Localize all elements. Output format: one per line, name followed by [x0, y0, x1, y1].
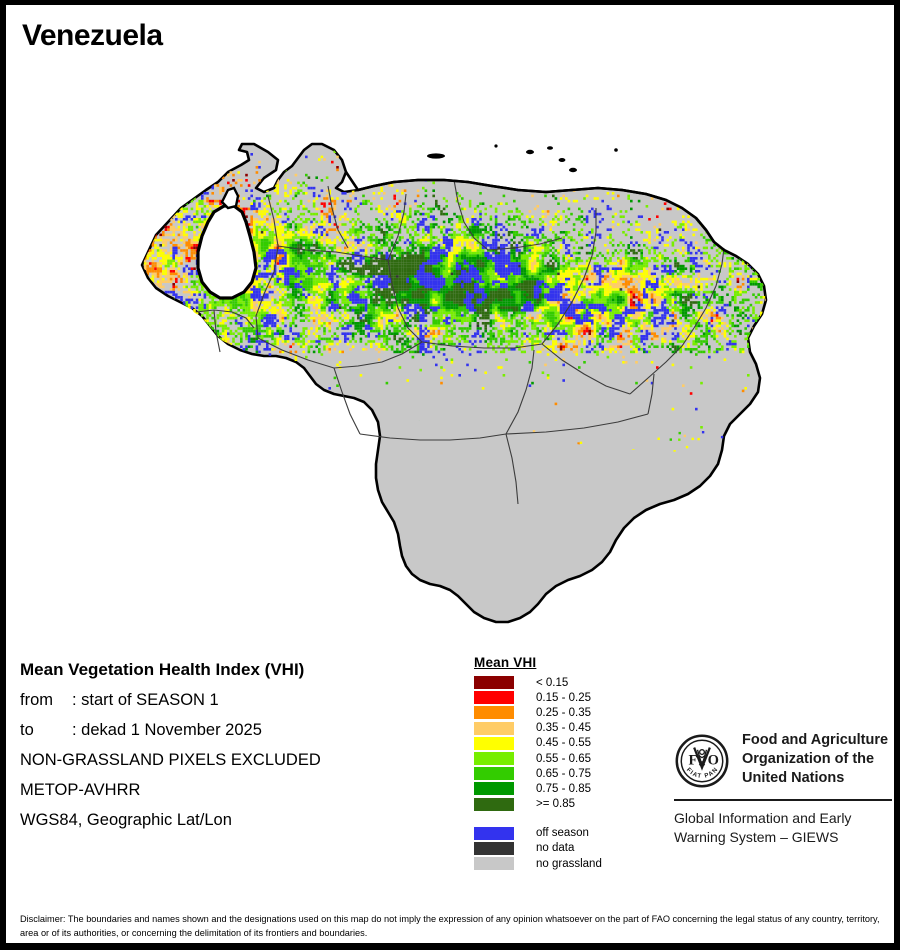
- giews-line1: Global Information and Early: [674, 810, 852, 826]
- legend-class-label: 0.35 - 0.45: [536, 722, 591, 735]
- legend-class-list: < 0.15 0.15 - 0.25 0.25 - 0.35 0.35 - 0.45 0…: [474, 675, 644, 812]
- legend-class-label: < 0.15: [536, 676, 569, 689]
- legend-class-row: 0.65 - 0.75: [474, 766, 644, 781]
- legend-class-swatch: [474, 782, 514, 796]
- page-title: Venezuela: [22, 19, 163, 52]
- map-canvas[interactable]: [6, 60, 894, 645]
- legend-class-row: 0.15 - 0.25: [474, 690, 644, 705]
- legend-class-row: 0.75 - 0.85: [474, 781, 644, 796]
- coastline: [344, 171, 737, 258]
- legend-special-label: no data: [536, 842, 575, 855]
- venezuela-map-svg[interactable]: [6, 60, 894, 645]
- legend-special-row: no grassland: [474, 856, 644, 871]
- disclaimer-rule: [6, 943, 894, 946]
- fao-org-line2: Organization of the: [742, 751, 875, 767]
- legend-class-swatch: [474, 797, 514, 811]
- legend-class-swatch: [474, 691, 514, 705]
- legend-class-label: 0.45 - 0.55: [536, 737, 591, 750]
- legend-class-swatch: [474, 767, 514, 781]
- legend-special-label: no grassland: [536, 857, 602, 870]
- giews-line2: Warning System – GIEWS: [674, 829, 839, 845]
- legend-class-row: 0.35 - 0.45: [474, 721, 644, 736]
- info-from-key: from: [20, 691, 53, 709]
- admin-boundaries: [195, 179, 725, 505]
- legend-class-label: 0.75 - 0.85: [536, 782, 591, 795]
- legend-spacer: [474, 812, 644, 826]
- lake-maracaibo: [196, 186, 258, 300]
- legend-special-label: off season: [536, 827, 589, 840]
- disclaimer-text: Disclaimer: The boundaries and names sho…: [20, 914, 880, 938]
- info-block: Mean Vegetation Health Index (VHI) from:…: [20, 655, 450, 835]
- legend-title: Mean VHI: [474, 655, 537, 670]
- info-to-value: : dekad 1 November 2025: [72, 721, 262, 739]
- legend-class-label: >= 0.85: [536, 798, 576, 811]
- info-to-key: to: [20, 721, 34, 739]
- map-legend: Mean VHI < 0.15 0.15 - 0.25 0.25 - 0.35 0.3…: [474, 655, 644, 871]
- legend-special-row: no data: [474, 841, 644, 856]
- legend-class-row: 0.25 - 0.35: [474, 705, 644, 720]
- fao-divider: [674, 799, 892, 801]
- legend-class-label: 0.55 - 0.65: [536, 752, 591, 765]
- info-sensor: METOP-AVHRR: [20, 781, 141, 799]
- legend-class-label: 0.15 - 0.25: [536, 691, 591, 704]
- legend-special-swatch: [474, 826, 514, 840]
- fao-org-name: Food and Agriculture Organization of the…: [742, 731, 888, 788]
- fao-org-line3: United Nations: [742, 770, 845, 786]
- info-from-value: : start of SEASON 1: [72, 691, 219, 709]
- offshore-islands: [427, 144, 618, 173]
- info-to: to : dekad 1 November 2025: [20, 715, 450, 745]
- legend-special-list: off season no data no grassland: [474, 826, 644, 872]
- legend-class-swatch: [474, 736, 514, 750]
- legend-special-swatch: [474, 857, 514, 871]
- legend-class-row: >= 0.85: [474, 797, 644, 812]
- fao-emblem-icon: F O FIAT PANIS: [674, 733, 729, 788]
- fao-org-line1: Food and Agriculture: [742, 732, 889, 748]
- info-projection: WGS84, Geographic Lat/Lon: [20, 811, 232, 829]
- info-header: Mean Vegetation Health Index (VHI): [20, 660, 305, 679]
- info-from: from : start of SEASON 1: [20, 685, 450, 715]
- legend-class-row: 0.55 - 0.65: [474, 751, 644, 766]
- legend-class-row: < 0.15: [474, 675, 644, 690]
- legend-class-label: 0.25 - 0.35: [536, 706, 591, 719]
- legend-class-swatch: [474, 676, 514, 690]
- legend-class-swatch: [474, 706, 514, 720]
- legend-class-swatch: [474, 721, 514, 735]
- fao-branding: F O FIAT PANIS Food and Agriculture Orga…: [674, 731, 896, 847]
- info-pixels-excluded: NON-GRASSLAND PIXELS EXCLUDED: [20, 751, 321, 769]
- legend-class-row: 0.45 - 0.55: [474, 736, 644, 751]
- legend-special-swatch: [474, 841, 514, 855]
- giews-name: Global Information and Early Warning Sys…: [674, 809, 896, 847]
- legend-class-label: 0.65 - 0.75: [536, 767, 591, 780]
- legend-class-swatch: [474, 752, 514, 766]
- fao-header: F O FIAT PANIS Food and Agriculture Orga…: [674, 731, 896, 789]
- legend-special-row: off season: [474, 826, 644, 841]
